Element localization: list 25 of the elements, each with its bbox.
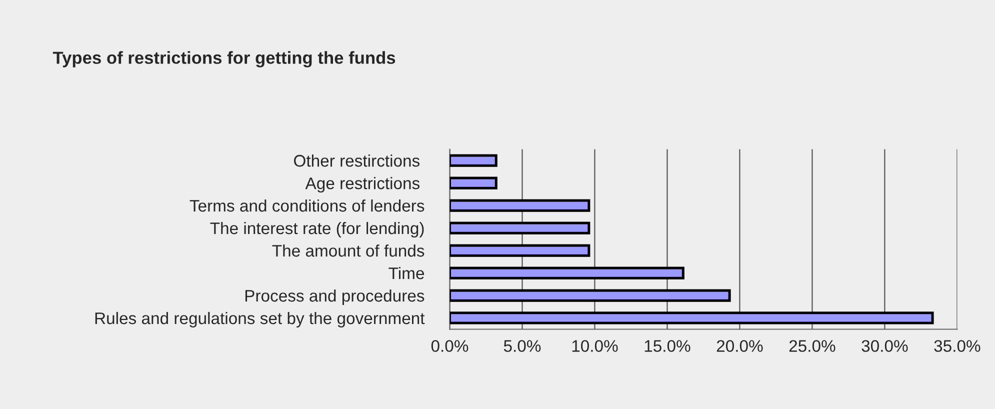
x-tick-label: 15.0%	[644, 340, 690, 352]
x-tick-label: 5.0%	[504, 340, 541, 352]
bar	[450, 312, 934, 324]
x-tick-label: 30.0%	[862, 340, 908, 352]
y-tick-label: Other restirctions	[294, 154, 420, 167]
bar	[450, 244, 590, 257]
y-tick-label: The interest rate (for lending)	[210, 222, 424, 238]
bar	[450, 154, 498, 167]
y-tick-label: The amount of funds	[272, 244, 424, 257]
y-tick-label: Time	[388, 266, 424, 280]
x-tick-label: 20.0%	[716, 340, 763, 352]
bar	[450, 266, 684, 280]
bar	[450, 199, 590, 212]
y-tick-label: Terms and conditions of lenders	[190, 199, 424, 212]
x-tick-label: 35.0%	[934, 340, 980, 352]
y-tick-label: Age restrictions	[305, 176, 420, 193]
x-tick-label: 0.0%	[431, 340, 468, 352]
y-tick-label: Rules and regulations set by the government	[95, 312, 425, 328]
text: Types of restrictions for getting the funds	[52, 51, 396, 68]
x-tick-label: 25.0%	[789, 340, 836, 352]
bar	[450, 222, 590, 234]
bar	[450, 176, 498, 190]
x-tick-label: 10.0%	[572, 340, 618, 352]
bar	[450, 289, 731, 302]
y-tick-label: Process and procedures	[245, 289, 424, 305]
